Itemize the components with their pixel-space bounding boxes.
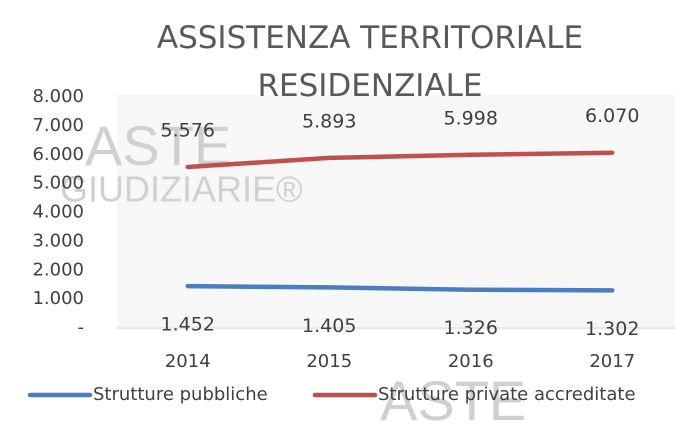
data-label: 1.326 [444,317,498,339]
y-tick-label: 5.000 [32,173,84,194]
page: ASTE GIUDIZIARIE® ASTE -1.0002.0003.0004… [0,0,675,427]
legend-label: Strutture private accreditate [378,384,636,405]
data-label: 1.405 [302,315,356,337]
data-label: 1.452 [161,314,215,336]
x-tick-label: 2017 [589,351,635,372]
y-tick-label: 4.000 [32,202,84,223]
data-label: 5.576 [161,119,215,141]
x-tick-label: 2015 [306,351,352,372]
y-tick-label: 1.000 [32,288,84,309]
y-tick-label: 2.000 [32,259,84,280]
x-tick-label: 2016 [448,351,494,372]
data-label: 5.893 [302,110,356,132]
data-label: 5.998 [444,107,498,129]
x-tick-label: 2014 [165,351,211,372]
y-tick-label: 7.000 [32,115,84,136]
y-tick-label: 6.000 [32,144,84,165]
data-label: 1.302 [585,318,639,340]
y-tick-label: 3.000 [32,230,84,251]
y-tick-label: - [78,317,85,338]
legend-label: Strutture pubbliche [93,384,268,405]
watermark: GIUDIZIARIE® [60,169,303,210]
chart-title: ASSISTENZA TERRITORIALE RESIDENZIALE [120,14,620,110]
y-tick-label: 8.000 [32,86,84,107]
